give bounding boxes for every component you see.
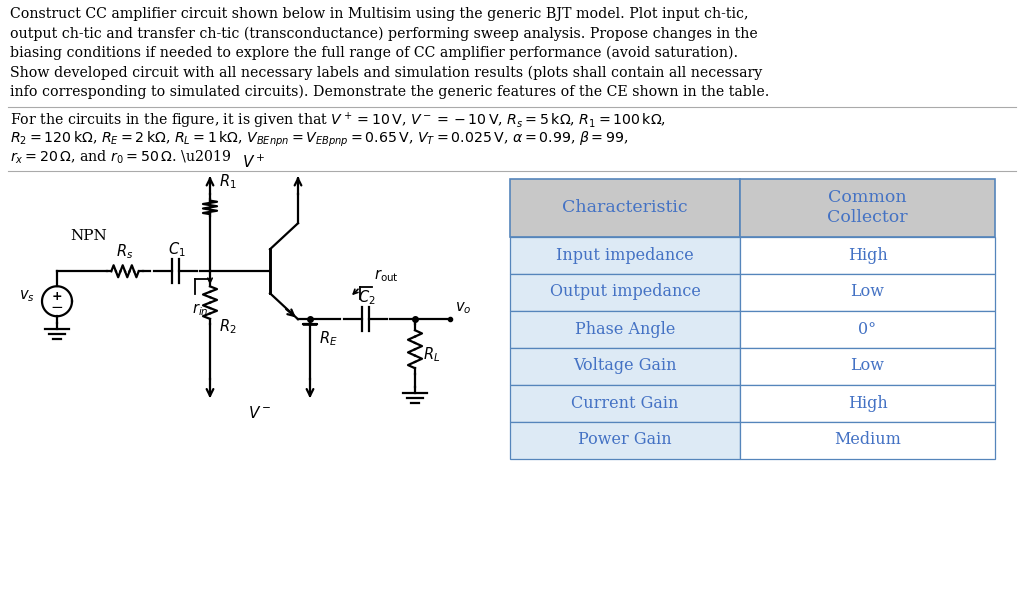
Text: Show developed circuit with all necessary labels and simulation results (plots s: Show developed circuit with all necessar…	[10, 65, 762, 80]
Text: Input impedance: Input impedance	[556, 247, 694, 264]
Text: $r_x = 20\,\Omega$, and $r_0 = 50\,\Omega$. \u2019: $r_x = 20\,\Omega$, and $r_0 = 50\,\Omeg…	[10, 149, 231, 166]
FancyBboxPatch shape	[740, 347, 995, 385]
FancyBboxPatch shape	[510, 310, 740, 347]
Text: $C_1$: $C_1$	[168, 241, 185, 259]
Text: $v_s$: $v_s$	[19, 288, 35, 304]
Text: $R_L$: $R_L$	[423, 345, 440, 364]
Text: For the circuits in the figure, it is given that $V^+ = 10\,\mathrm{V}$, $V^- = : For the circuits in the figure, it is gi…	[10, 110, 666, 131]
Text: $R_E$: $R_E$	[319, 330, 338, 349]
FancyBboxPatch shape	[510, 422, 740, 458]
Text: Low: Low	[851, 283, 885, 301]
Text: $R_2$: $R_2$	[219, 317, 237, 335]
Text: High: High	[848, 395, 888, 412]
Text: Characteristic: Characteristic	[562, 199, 688, 216]
Text: $R_2 = 120\,\mathrm{k\Omega}$, $R_E = 2\,\mathrm{k\Omega}$, $R_L = 1\,\mathrm{k\: $R_2 = 120\,\mathrm{k\Omega}$, $R_E = 2\…	[10, 129, 629, 149]
Text: Voltage Gain: Voltage Gain	[573, 358, 677, 374]
Text: Medium: Medium	[835, 431, 901, 449]
Text: output ch-tic and transfer ch-tic (transconductance) performing sweep analysis. : output ch-tic and transfer ch-tic (trans…	[10, 26, 758, 41]
FancyBboxPatch shape	[740, 310, 995, 347]
Text: $V^-$: $V^-$	[248, 405, 271, 421]
FancyBboxPatch shape	[510, 274, 740, 310]
Text: info corresponding to simulated circuits). Demonstrate the generic features of t: info corresponding to simulated circuits…	[10, 85, 769, 99]
Text: Power Gain: Power Gain	[579, 431, 672, 449]
Text: NPN: NPN	[70, 229, 106, 243]
Text: Construct CC amplifier circuit shown below in Multisim using the generic BJT mod: Construct CC amplifier circuit shown bel…	[10, 7, 749, 21]
Text: $C_2$: $C_2$	[358, 289, 376, 307]
Text: High: High	[848, 247, 888, 264]
FancyBboxPatch shape	[740, 385, 995, 422]
Text: $V^+$: $V^+$	[243, 153, 265, 171]
FancyBboxPatch shape	[740, 422, 995, 458]
FancyBboxPatch shape	[510, 179, 740, 237]
Text: Output impedance: Output impedance	[550, 283, 700, 301]
Text: Common
Collector: Common Collector	[827, 189, 908, 226]
Text: $R_1$: $R_1$	[219, 172, 237, 190]
Text: −: −	[50, 300, 63, 314]
Text: Low: Low	[851, 358, 885, 374]
Text: Current Gain: Current Gain	[571, 395, 679, 412]
FancyBboxPatch shape	[510, 385, 740, 422]
FancyBboxPatch shape	[510, 347, 740, 385]
FancyBboxPatch shape	[740, 237, 995, 274]
Text: $v_o$: $v_o$	[455, 301, 471, 316]
Text: $r_{in}$: $r_{in}$	[193, 301, 209, 318]
FancyBboxPatch shape	[740, 274, 995, 310]
Text: +: +	[51, 290, 62, 302]
Text: $R_s$: $R_s$	[117, 243, 134, 261]
Text: biasing conditions if needed to explore the full range of CC amplifier performan: biasing conditions if needed to explore …	[10, 46, 738, 60]
FancyBboxPatch shape	[510, 237, 740, 274]
Text: Phase Angle: Phase Angle	[574, 320, 675, 337]
Text: 0°: 0°	[858, 320, 877, 337]
FancyBboxPatch shape	[740, 179, 995, 237]
Text: $r_{\rm out}$: $r_{\rm out}$	[374, 268, 398, 285]
